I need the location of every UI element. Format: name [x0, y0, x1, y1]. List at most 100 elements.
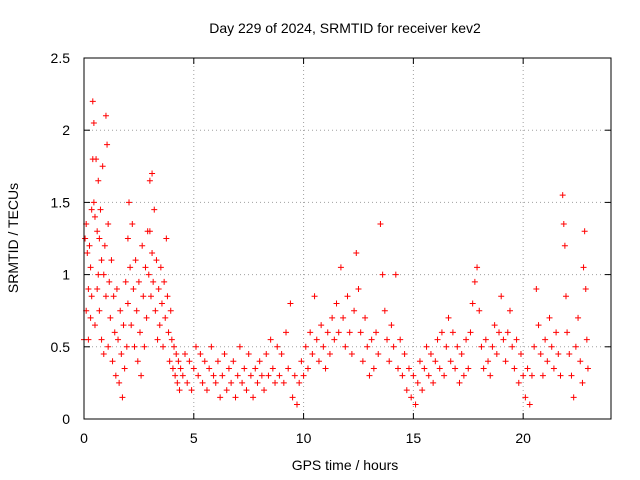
data-point [97, 206, 104, 213]
data-point [425, 372, 432, 379]
data-point [146, 228, 153, 235]
y-tick-label: 1.5 [51, 194, 71, 210]
data-point [531, 343, 538, 350]
data-point [348, 351, 355, 358]
data-point [117, 307, 124, 314]
data-point [86, 242, 93, 249]
data-point [217, 394, 224, 401]
data-point [364, 343, 371, 350]
data-point [291, 372, 298, 379]
data-point [154, 336, 161, 343]
data-point [210, 372, 217, 379]
data-point [186, 358, 193, 365]
data-point [280, 379, 287, 386]
data-point [342, 343, 349, 350]
data-point [98, 336, 105, 343]
data-point [572, 343, 579, 350]
data-point [234, 372, 241, 379]
data-point [427, 351, 434, 358]
data-point [384, 336, 391, 343]
data-point [152, 307, 159, 314]
data-point [130, 286, 137, 293]
data-point [124, 300, 131, 307]
data-point [526, 401, 533, 408]
data-point [165, 329, 172, 336]
data-point [304, 365, 311, 372]
data-point [331, 336, 338, 343]
data-point [243, 387, 250, 394]
data-point [110, 293, 117, 300]
data-point [156, 322, 163, 329]
data-point [445, 314, 452, 321]
data-point [146, 177, 153, 184]
data-point [113, 286, 120, 293]
data-point [430, 379, 437, 386]
data-point [537, 351, 544, 358]
data-point [84, 249, 91, 256]
data-point [85, 336, 92, 343]
data-point [203, 387, 210, 394]
data-point [131, 343, 138, 350]
data-point [456, 379, 463, 386]
data-point [390, 343, 397, 350]
data-point [100, 351, 107, 358]
data-point [309, 351, 316, 358]
data-point [99, 163, 106, 170]
data-point [188, 387, 195, 394]
data-point [564, 329, 571, 336]
data-point [96, 235, 103, 242]
data-point [476, 307, 483, 314]
data-point [379, 271, 386, 278]
data-point [353, 249, 360, 256]
data-point [474, 264, 481, 271]
data-point [236, 343, 243, 350]
data-point [496, 329, 503, 336]
data-point [121, 365, 128, 372]
data-point [88, 293, 95, 300]
data-point [91, 322, 98, 329]
data-point [509, 343, 516, 350]
data-point [182, 351, 189, 358]
data-point [463, 336, 470, 343]
axis-ticks [83, 57, 611, 420]
data-point [293, 401, 300, 408]
data-point [278, 351, 285, 358]
x-tick-label: 20 [515, 430, 531, 446]
data-point [127, 264, 134, 271]
data-point [138, 372, 145, 379]
data-point [315, 358, 322, 365]
data-point [108, 257, 115, 264]
data-point [98, 257, 105, 264]
data-point [140, 293, 147, 300]
data-point [498, 293, 505, 300]
y-tick-label: 2.5 [51, 50, 71, 66]
data-point [176, 387, 183, 394]
data-point [118, 351, 125, 358]
data-point [174, 379, 181, 386]
data-point [410, 372, 417, 379]
data-point [489, 343, 496, 350]
data-point [265, 372, 272, 379]
data-point [562, 293, 569, 300]
data-point [377, 221, 384, 228]
data-point [208, 343, 215, 350]
data-point [160, 343, 167, 350]
data-point [581, 228, 588, 235]
data-point [136, 329, 143, 336]
data-point [274, 343, 281, 350]
data-point [228, 379, 235, 386]
data-point [504, 329, 511, 336]
data-point [169, 365, 176, 372]
data-point [539, 372, 546, 379]
data-point [263, 351, 270, 358]
data-point [447, 358, 454, 365]
data-point [580, 264, 587, 271]
data-point [201, 358, 208, 365]
data-point [135, 278, 142, 285]
data-point [157, 264, 164, 271]
data-point [416, 358, 423, 365]
data-point [434, 336, 441, 343]
data-point [386, 358, 393, 365]
data-point [344, 293, 351, 300]
data-point [544, 358, 551, 365]
